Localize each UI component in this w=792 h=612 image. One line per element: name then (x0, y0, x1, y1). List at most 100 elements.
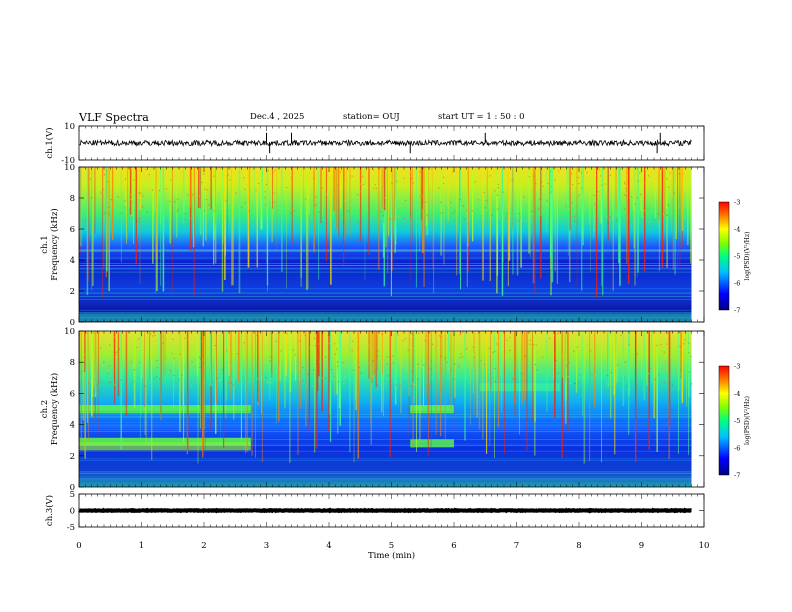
spectral-speckle (642, 336, 644, 338)
spectral-speckle (129, 198, 132, 200)
ch2-spectrogram-tick-label: 8 (70, 358, 75, 368)
spectral-speckle (503, 172, 506, 174)
spectral-speckle (578, 191, 581, 193)
spectral-speckle (480, 360, 482, 362)
spectral-speckle (368, 362, 370, 364)
spectral-speckle (335, 167, 337, 169)
spectral-speckle (430, 360, 432, 363)
spectral-speckle (311, 385, 314, 387)
ch3-waveform-tick-label: -5 (67, 523, 75, 533)
spectral-speckle (296, 371, 298, 374)
spectral-speckle (351, 349, 353, 352)
spectral-speckle (305, 192, 307, 194)
spectral-speckle (372, 375, 374, 377)
spectral-speckle (381, 216, 383, 219)
ch1-spectrogram-tick-label: 4 (70, 256, 75, 266)
spectral-speckle (353, 369, 355, 371)
spectral-speckle (172, 168, 174, 170)
spectral-speckle (287, 207, 289, 209)
spectral-speckle (386, 190, 388, 192)
spectral-speckle (218, 364, 220, 366)
spectral-speckle (114, 356, 116, 358)
spectral-speckle (84, 220, 87, 222)
spectral-speckle (340, 171, 342, 173)
spectral-speckle (264, 191, 266, 193)
spectral-speckle (625, 376, 627, 378)
spectral-speckle (411, 385, 413, 387)
spectral-speckle (687, 177, 689, 179)
spectral-speckle (497, 380, 499, 382)
spectral-speckle (557, 170, 560, 172)
spectral-speckle (230, 336, 232, 339)
spectral-speckle (411, 370, 413, 372)
spectral-speckle (142, 206, 144, 208)
spectral-speckle (590, 350, 592, 352)
spectral-speckle (325, 193, 328, 196)
spectral-speckle (624, 361, 626, 363)
spectral-speckle (343, 382, 345, 385)
spectral-speckle (385, 383, 387, 385)
spectral-speckle (445, 344, 447, 346)
spectral-speckle (271, 374, 273, 377)
spectral-speckle (130, 201, 132, 203)
spectral-speckle (553, 335, 556, 337)
spectral-speckle (103, 190, 105, 192)
spectral-speckle (274, 169, 276, 171)
spectral-speckle (573, 171, 575, 173)
spectral-speckle (108, 365, 111, 367)
spectral-speckle (395, 384, 397, 386)
spectral-speckle (421, 201, 423, 203)
spectral-speckle (169, 200, 171, 202)
spectral-speckle (81, 182, 83, 184)
spectral-speckle (148, 173, 150, 176)
spectral-speckle (628, 343, 630, 345)
spectral-speckle (269, 382, 272, 384)
spectral-speckle (410, 219, 412, 222)
spectral-speckle (651, 211, 653, 213)
spectral-speckle (96, 384, 98, 386)
spectral-speckle (234, 351, 236, 354)
spectral-speckle (341, 217, 343, 220)
spectral-speckle (504, 356, 506, 358)
spectral-speckle (573, 383, 575, 385)
spectral-speckle (668, 186, 670, 188)
spectral-speckle (345, 200, 347, 202)
spectral-speckle (578, 169, 580, 171)
spectral-speckle (324, 377, 327, 380)
spectral-speckle (607, 374, 609, 377)
spectral-speckle (227, 213, 229, 215)
spectral-speckle (517, 220, 520, 222)
spectral-speckle (203, 173, 205, 175)
spectral-speckle (468, 219, 470, 221)
spectral-speckle (225, 200, 227, 202)
spectral-speckle (621, 174, 623, 176)
ch1-colorbar-tick-label: -7 (734, 307, 740, 315)
spectral-speckle (636, 197, 638, 199)
ch1-colorbar-bar (718, 201, 730, 311)
spectral-speckle (426, 214, 428, 216)
spectral-speckle (261, 210, 263, 212)
spectral-speckle (100, 347, 102, 349)
spectral-speckle (459, 334, 461, 336)
spectral-band (79, 437, 251, 446)
spectral-speckle (337, 365, 339, 367)
spectral-speckle (537, 207, 540, 210)
x-tick-label: 8 (576, 541, 581, 551)
x-tick-label: 1 (139, 541, 144, 551)
spectral-speckle (212, 218, 215, 220)
spectral-speckle (390, 334, 392, 336)
spectral-speckle (644, 182, 646, 184)
spectral-speckle (219, 352, 221, 354)
spectral-speckle (425, 203, 427, 205)
spectral-speckle (680, 373, 682, 375)
spectral-speckle (170, 179, 172, 181)
spectral-speckle (372, 178, 374, 180)
ch1-waveform-tick-label: -10 (61, 156, 75, 166)
spectral-speckle (117, 196, 119, 198)
spectral-speckle (438, 187, 440, 189)
ch2-colorbar-tick-label: -4 (734, 390, 740, 398)
spectral-speckle (522, 362, 525, 365)
spectral-speckle (384, 205, 387, 207)
spectral-speckle (597, 217, 600, 219)
